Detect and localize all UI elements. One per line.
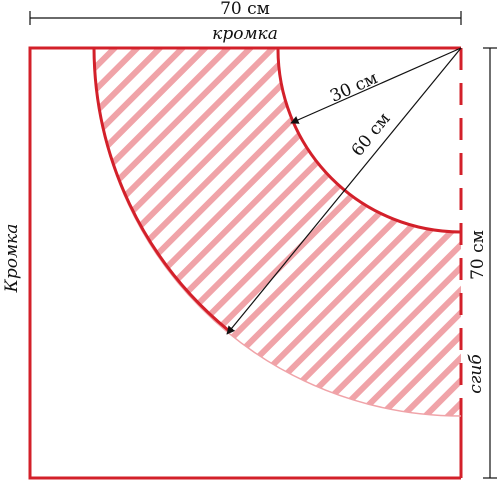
inner-radius-label: 30 см xyxy=(327,68,381,107)
outer-radius-label: 60 см xyxy=(348,109,395,160)
top-dimension-label: 70 см xyxy=(220,0,270,19)
inner-arc xyxy=(276,47,462,234)
fold-label: сгиб xyxy=(466,354,486,394)
inner-radius-arrow xyxy=(290,47,462,124)
fabric-outline xyxy=(28,46,461,480)
outer-radius-arrow xyxy=(226,47,462,335)
top-edge-label: кромка xyxy=(212,24,278,44)
hatched-ring-sector xyxy=(93,48,461,416)
right-dimension-label: 70 см xyxy=(468,230,488,280)
outer-arc-partial xyxy=(92,47,229,332)
left-edge-label: Кромка xyxy=(2,224,22,294)
